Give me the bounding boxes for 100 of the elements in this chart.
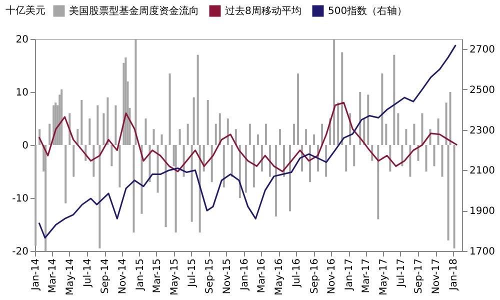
x-tick-label: Mar-17 bbox=[361, 258, 372, 294]
x-tick-label: Sep-16 bbox=[309, 258, 320, 294]
x-tick-label: May-14 bbox=[64, 258, 76, 296]
bar bbox=[198, 145, 201, 232]
bar bbox=[132, 145, 135, 232]
bar bbox=[192, 97, 195, 145]
bar bbox=[222, 145, 225, 188]
bar bbox=[393, 54, 396, 145]
bar bbox=[144, 118, 147, 145]
bar bbox=[196, 54, 199, 145]
bar bbox=[118, 145, 121, 188]
bar bbox=[124, 58, 127, 145]
bar bbox=[449, 92, 452, 145]
x-tick-label: Jul-17 bbox=[396, 258, 407, 288]
bar bbox=[218, 113, 221, 145]
x-tick-label: Jan-15 bbox=[134, 258, 146, 292]
bar bbox=[345, 145, 348, 172]
y2-tick-label: 2300 bbox=[470, 125, 495, 136]
x-tick-label: May-15 bbox=[169, 258, 180, 296]
bar bbox=[256, 134, 259, 145]
bar bbox=[76, 129, 79, 145]
y-axis-title: 十亿美元 bbox=[6, 4, 46, 16]
bar bbox=[389, 145, 392, 172]
bar bbox=[98, 145, 101, 248]
bar bbox=[325, 145, 328, 177]
y2-tick-label: 2700 bbox=[470, 44, 495, 56]
bar bbox=[313, 134, 316, 145]
bar bbox=[425, 145, 428, 172]
bar bbox=[72, 145, 75, 177]
x-tick-label: Sep-17 bbox=[414, 258, 425, 294]
bar bbox=[441, 145, 444, 177]
bar bbox=[381, 73, 384, 145]
x-tick-label: Jan-17 bbox=[344, 258, 356, 292]
bar bbox=[178, 129, 181, 145]
bar bbox=[333, 39, 336, 145]
bar bbox=[64, 145, 67, 204]
line-series bbox=[38, 102, 458, 172]
y-tick-label: 20 bbox=[16, 34, 28, 46]
y2-tick-label: 2500 bbox=[470, 84, 495, 96]
x-tick-label: Nov-15 bbox=[222, 258, 233, 294]
bar bbox=[190, 145, 193, 222]
legend-label: 500指数（右轴） bbox=[328, 5, 408, 17]
x-tick-label: Sep-14 bbox=[100, 258, 112, 294]
x-tick-label: Jul-15 bbox=[186, 258, 198, 288]
bar bbox=[80, 100, 83, 145]
bar bbox=[230, 145, 233, 177]
bar bbox=[92, 145, 95, 177]
y2-tick-label: 1900 bbox=[470, 206, 495, 218]
bar bbox=[168, 73, 171, 145]
bar bbox=[214, 124, 217, 145]
x-tick-label: Sep-15 bbox=[204, 258, 216, 294]
bar bbox=[160, 134, 163, 145]
x-tick-label: Jul-14 bbox=[82, 258, 94, 288]
bar bbox=[413, 124, 416, 145]
bar bbox=[186, 124, 189, 145]
y2-tick-label: 2100 bbox=[470, 166, 495, 177]
bar bbox=[405, 129, 408, 145]
x-tick-label: Mar-15 bbox=[152, 258, 163, 294]
bar bbox=[433, 145, 436, 166]
bar bbox=[248, 124, 251, 145]
bar bbox=[264, 124, 267, 145]
bar bbox=[244, 145, 247, 193]
bar bbox=[278, 129, 281, 145]
x-tick-label: Nov-17 bbox=[431, 258, 442, 294]
bar bbox=[88, 118, 91, 145]
x-tick-label: Mar-16 bbox=[256, 258, 268, 294]
bar bbox=[202, 145, 205, 172]
bar bbox=[305, 129, 308, 145]
bar bbox=[297, 73, 300, 145]
bar bbox=[48, 124, 51, 145]
bar bbox=[453, 145, 456, 248]
bar bbox=[152, 129, 155, 145]
bar bbox=[385, 124, 388, 145]
bar bbox=[289, 145, 291, 212]
x-tick-label: Mar-14 bbox=[47, 258, 58, 294]
bar bbox=[156, 145, 159, 193]
legend-label: 过去8周移动平均 bbox=[225, 5, 302, 17]
bar bbox=[367, 94, 370, 145]
bar bbox=[274, 145, 277, 217]
bar bbox=[174, 145, 177, 232]
bar bbox=[114, 105, 117, 145]
bar bbox=[309, 145, 312, 182]
bar bbox=[341, 52, 344, 145]
bar bbox=[206, 100, 209, 145]
bar bbox=[44, 145, 47, 251]
bar bbox=[359, 92, 362, 145]
bar bbox=[34, 145, 37, 246]
bar bbox=[377, 145, 380, 220]
line-series bbox=[38, 44, 456, 239]
x-tick-label: May-16 bbox=[274, 258, 286, 296]
bar bbox=[96, 105, 99, 145]
bar bbox=[421, 113, 424, 145]
bar bbox=[293, 124, 296, 145]
bar bbox=[321, 124, 324, 145]
bar bbox=[60, 89, 63, 145]
bar bbox=[353, 145, 356, 166]
bar bbox=[134, 39, 137, 145]
bar bbox=[337, 102, 340, 145]
y-tick-label: -10 bbox=[12, 194, 28, 204]
bar bbox=[268, 145, 271, 177]
